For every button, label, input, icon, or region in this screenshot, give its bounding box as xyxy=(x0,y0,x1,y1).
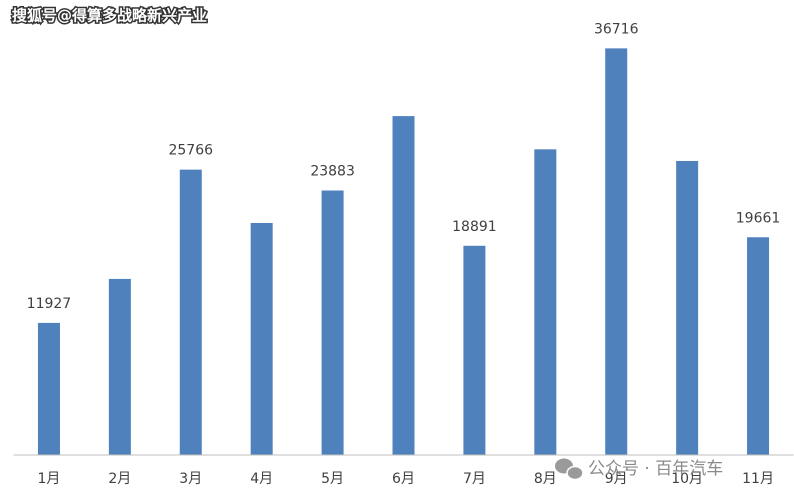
watermark: 搜狐号@得算多战略新兴产业 xyxy=(12,7,207,25)
data-label: 25766 xyxy=(168,143,213,159)
bar xyxy=(250,222,273,455)
data-label: 23883 xyxy=(310,163,355,179)
data-label: 11927 xyxy=(27,296,72,312)
bar xyxy=(179,169,202,456)
bar xyxy=(37,322,60,455)
bar xyxy=(676,160,699,456)
x-tick-label: 9月 xyxy=(605,471,628,487)
x-tick-label: 4月 xyxy=(250,471,273,487)
wechat-icon xyxy=(555,458,584,481)
bar xyxy=(534,149,557,455)
bar xyxy=(463,245,486,455)
x-tick-label: 10月 xyxy=(671,471,703,487)
x-tick-label: 5月 xyxy=(321,471,344,487)
watermark: 公众号 · 百年汽车 xyxy=(588,459,723,479)
x-tick-label: 3月 xyxy=(179,471,202,487)
x-tick-label: 8月 xyxy=(534,471,557,487)
x-tick-label: 6月 xyxy=(392,471,415,487)
bar xyxy=(108,278,131,455)
bar xyxy=(321,190,344,455)
bar xyxy=(392,116,415,455)
bar xyxy=(747,237,770,455)
x-tick-label: 2月 xyxy=(108,471,131,487)
data-label: 36716 xyxy=(594,21,639,37)
data-label: 19661 xyxy=(736,210,781,226)
x-tick-label: 7月 xyxy=(463,471,486,487)
x-tick-label: 11月 xyxy=(742,471,774,487)
x-tick-label: 1月 xyxy=(37,471,60,487)
bar xyxy=(605,48,628,455)
data-label: 18891 xyxy=(452,219,497,235)
